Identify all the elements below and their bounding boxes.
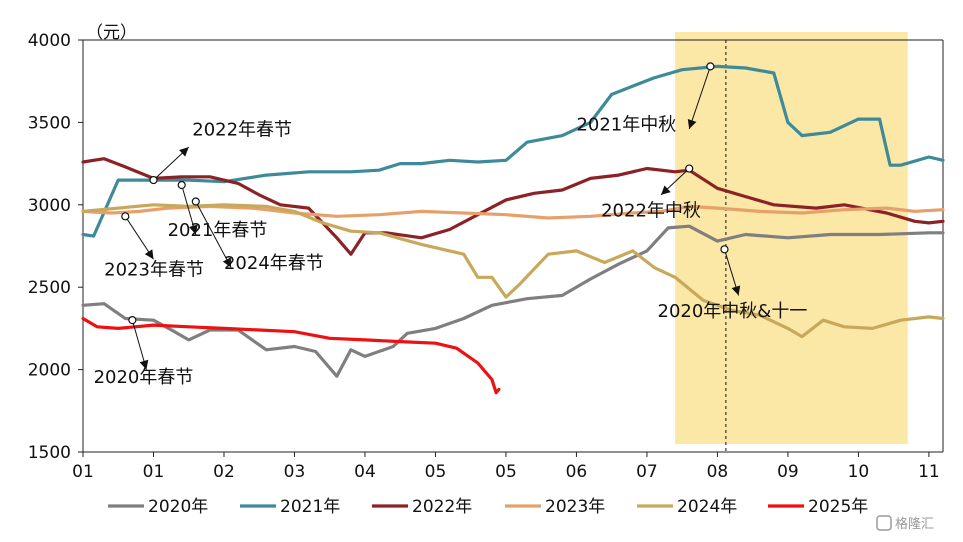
annotation-label: 2023年春节 <box>104 260 204 281</box>
watermark: 格隆汇 <box>876 515 934 532</box>
x-tick-label: 11 <box>918 462 940 482</box>
annotation-marker <box>191 197 200 206</box>
series-line-6 <box>81 316 501 395</box>
annotation-marker <box>685 164 694 173</box>
watermark-text: 格隆汇 <box>895 516 934 532</box>
series-line-2 <box>81 64 945 238</box>
annotation-label: 2021年春节 <box>168 220 268 241</box>
annotation-arrowhead <box>144 249 154 260</box>
y-unit-label: （元） <box>86 23 137 43</box>
annotation-arrowhead <box>179 147 189 157</box>
annotation-arrowhead <box>189 224 198 235</box>
legend-label: 2023年 <box>545 497 605 517</box>
annotation-marker <box>706 62 715 71</box>
annotations: 2022年春节 2021年春节 2024年春节 2023年春节 2020年春节 2021年… <box>94 62 808 388</box>
x-tick-label: 05 <box>495 462 517 482</box>
y-tick-label: 4000 <box>28 31 71 51</box>
annotation-arrowhead <box>731 285 741 296</box>
x-tick-label: 08 <box>707 462 729 482</box>
y-tick-label: 2000 <box>28 361 71 381</box>
x-tick-label: 03 <box>284 462 306 482</box>
annotation-marker <box>177 180 186 190</box>
y-tick-label: 3000 <box>28 196 71 216</box>
annotation-label: 2021年中秋 <box>576 115 676 136</box>
annotation-marker <box>121 212 130 221</box>
annotation-arrow-line <box>195 201 232 268</box>
annotation-marker <box>128 316 137 325</box>
y-tick-label: 3500 <box>28 113 71 133</box>
highlight-band-layer <box>675 32 908 452</box>
annotation-arrowhead <box>139 359 149 370</box>
annotation-arrow-line <box>688 66 711 130</box>
annotation-arrowhead <box>661 185 671 195</box>
x-tick-label: 02 <box>213 462 235 482</box>
legend-label: 2025年 <box>808 497 868 517</box>
series-line-1 <box>81 224 945 378</box>
x-tick-label: 06 <box>566 462 588 482</box>
x-tick-label: 05 <box>425 462 447 482</box>
series-line-3 <box>81 157 945 256</box>
legend-label: 2024年 <box>677 497 737 517</box>
legend-label: 2022年 <box>412 497 472 517</box>
series-lines <box>81 64 945 395</box>
annotation-label: 2022年中秋 <box>601 200 701 221</box>
annotation-marker <box>149 175 158 185</box>
legend: 2020年 2021年 2022年 2023年 2024年 2025年 <box>108 497 868 517</box>
annotation-arrowhead <box>687 119 697 129</box>
annotation-marker <box>720 245 729 254</box>
legend-label: 2021年 <box>280 497 340 517</box>
annotation-label: 2020年中秋&十一 <box>658 301 808 322</box>
y-tick-label: 1500 <box>28 443 71 463</box>
x-tick-label: 07 <box>636 462 658 482</box>
x-tick-label: 04 <box>354 462 376 482</box>
annotation-arrowhead <box>222 257 231 268</box>
x-tick-label: 10 <box>848 462 870 482</box>
watermark-icon <box>876 515 892 531</box>
annotation-label: 2020年春节 <box>94 367 194 388</box>
annotation-label: 2024年春节 <box>224 253 324 274</box>
series-line-5 <box>81 203 945 339</box>
annotation-label: 2022年春节 <box>192 120 292 141</box>
x-tick-label: 01 <box>143 462 165 482</box>
x-tick-label: 09 <box>777 462 799 482</box>
y-tick-label: 2500 <box>28 278 71 298</box>
x-tick-label: 01 <box>72 462 94 482</box>
axes: 1500 2000 2500 3000 3500 4000 01 01 02 03 04 05 05 06… <box>28 31 944 482</box>
legend-label: 2020年 <box>148 497 208 517</box>
